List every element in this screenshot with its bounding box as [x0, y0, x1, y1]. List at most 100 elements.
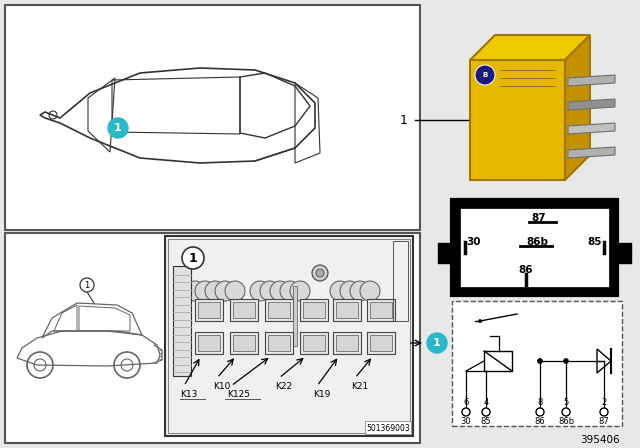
Text: 86b: 86b	[526, 237, 548, 247]
Text: 1: 1	[189, 251, 197, 264]
Text: 8: 8	[538, 397, 543, 406]
Polygon shape	[565, 35, 590, 180]
Text: K125: K125	[227, 389, 250, 399]
Text: 85: 85	[588, 237, 602, 247]
Text: 85: 85	[481, 417, 492, 426]
Text: 395406: 395406	[580, 435, 620, 445]
Bar	[233, 302, 255, 318]
Circle shape	[205, 281, 225, 301]
Circle shape	[340, 281, 360, 301]
Bar	[233, 335, 255, 351]
Bar	[293, 286, 297, 346]
Bar	[230, 332, 258, 354]
Bar	[484, 351, 512, 371]
Bar	[370, 302, 392, 318]
Bar	[230, 299, 258, 321]
Bar	[173, 266, 191, 376]
Text: 5: 5	[563, 397, 568, 406]
Circle shape	[195, 281, 215, 301]
Text: K19: K19	[313, 389, 330, 399]
Text: K10: K10	[213, 382, 230, 391]
Polygon shape	[568, 147, 615, 158]
Text: 87: 87	[532, 213, 547, 223]
Text: 2: 2	[602, 397, 607, 406]
Bar	[195, 299, 223, 321]
Circle shape	[80, 278, 94, 292]
Bar	[336, 302, 358, 318]
Circle shape	[479, 319, 481, 323]
Circle shape	[482, 408, 490, 416]
Bar	[5, 233, 420, 443]
Text: 1: 1	[400, 113, 408, 126]
Text: K22: K22	[275, 382, 292, 391]
Circle shape	[215, 281, 235, 301]
Bar	[452, 301, 622, 426]
Circle shape	[250, 281, 270, 301]
Text: 6: 6	[463, 397, 468, 406]
Bar	[195, 332, 223, 354]
Bar	[333, 332, 361, 354]
Bar	[460, 208, 609, 287]
Text: 1: 1	[114, 123, 122, 133]
Text: 86b: 86b	[558, 417, 574, 426]
Bar	[303, 335, 325, 351]
Bar	[303, 302, 325, 318]
Text: 87: 87	[598, 417, 609, 426]
Bar	[168, 239, 410, 433]
Text: B: B	[483, 72, 488, 78]
Circle shape	[225, 281, 245, 301]
Bar	[367, 332, 395, 354]
Circle shape	[260, 281, 280, 301]
Bar	[265, 299, 293, 321]
Circle shape	[475, 65, 495, 85]
Circle shape	[538, 358, 543, 363]
Polygon shape	[568, 99, 615, 110]
Bar	[165, 236, 413, 436]
Text: 1: 1	[84, 280, 90, 289]
Circle shape	[536, 408, 544, 416]
Circle shape	[108, 118, 128, 138]
Text: K21: K21	[351, 382, 368, 391]
Circle shape	[312, 265, 328, 281]
Text: 4: 4	[483, 397, 488, 406]
Circle shape	[563, 358, 568, 363]
Circle shape	[462, 408, 470, 416]
Bar	[617, 243, 631, 263]
Circle shape	[316, 269, 324, 277]
Bar	[333, 299, 361, 321]
Bar	[265, 332, 293, 354]
Circle shape	[427, 333, 447, 353]
Bar	[5, 5, 420, 230]
Circle shape	[360, 281, 380, 301]
Polygon shape	[568, 123, 615, 134]
Text: 1: 1	[433, 338, 441, 348]
Bar	[336, 335, 358, 351]
Circle shape	[350, 281, 370, 301]
Polygon shape	[470, 60, 565, 180]
Polygon shape	[470, 35, 590, 60]
Bar	[198, 335, 220, 351]
Bar	[367, 299, 395, 321]
Text: 30: 30	[461, 417, 471, 426]
Bar	[300, 299, 328, 321]
Circle shape	[330, 281, 350, 301]
Circle shape	[185, 281, 205, 301]
Text: 86: 86	[534, 417, 545, 426]
Circle shape	[290, 281, 310, 301]
Circle shape	[270, 281, 290, 301]
Circle shape	[182, 247, 204, 269]
Circle shape	[280, 281, 300, 301]
Circle shape	[600, 408, 608, 416]
Bar	[300, 332, 328, 354]
Text: K13: K13	[180, 389, 197, 399]
Text: 86: 86	[519, 265, 533, 275]
Polygon shape	[568, 75, 615, 86]
Bar	[198, 302, 220, 318]
Bar	[268, 335, 290, 351]
Bar	[268, 302, 290, 318]
Bar	[393, 241, 408, 321]
Bar	[452, 200, 617, 295]
Circle shape	[562, 408, 570, 416]
Bar	[365, 421, 411, 434]
Text: 30: 30	[467, 237, 481, 247]
